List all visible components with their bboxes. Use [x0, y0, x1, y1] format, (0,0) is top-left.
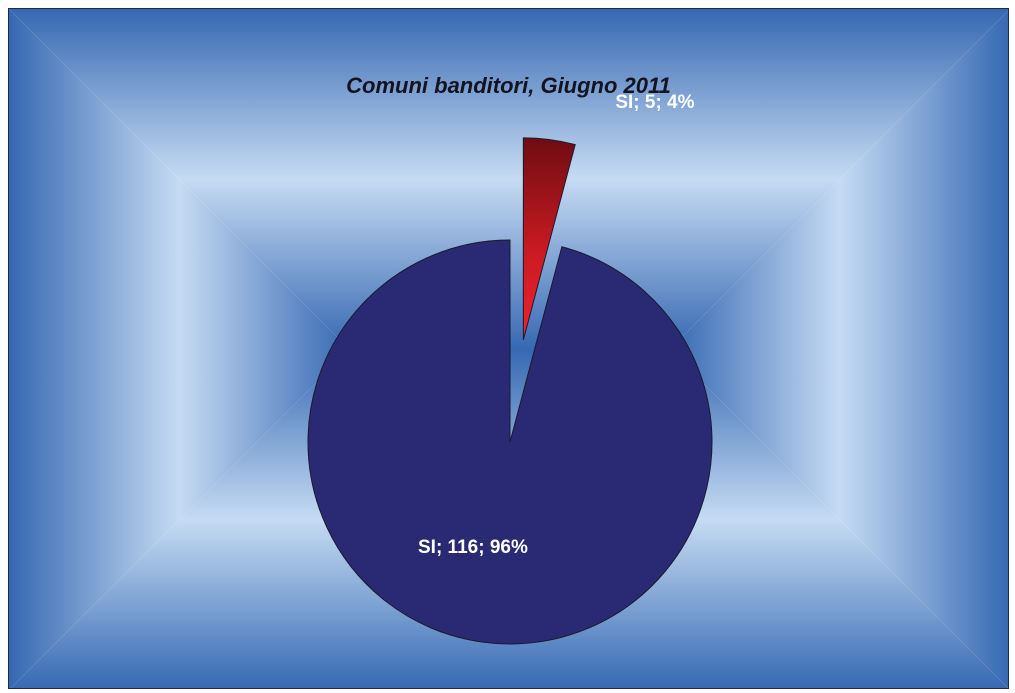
- data-label-116: SI; 116; 96%: [418, 537, 528, 558]
- chart-area: Comuni banditori, Giugno 2011 SI; 5; 4% S…: [8, 8, 1009, 689]
- pie-slice-5: [522, 137, 576, 340]
- chart-title: Comuni banditori, Giugno 2011: [346, 73, 671, 98]
- data-label-5: SI; 5; 4%: [615, 91, 695, 113]
- chart-canvas: [9, 9, 1008, 688]
- pie: [307, 137, 713, 645]
- pie-slice-116: [307, 239, 713, 645]
